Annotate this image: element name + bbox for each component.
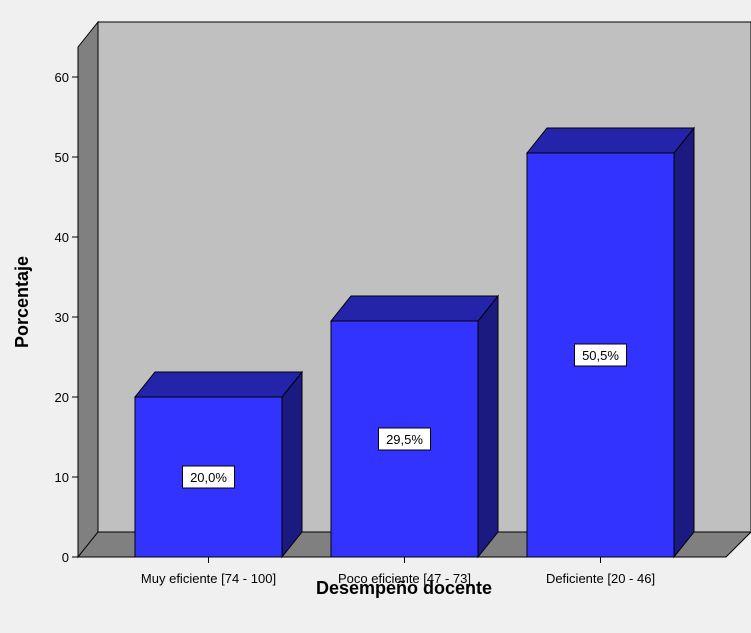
- bars-group: 20,0% 29,5% 50,5%: [133, 126, 696, 559]
- data-label-box: [378, 427, 431, 451]
- bar-top-face: [133, 371, 304, 398]
- bar-3: 50,5%: [525, 126, 696, 559]
- data-label: 20,0%: [190, 470, 227, 485]
- y-tick-label: 60: [55, 70, 69, 85]
- category-label: Poco eficiente [47 - 73]: [338, 571, 471, 586]
- y-axis-title: Porcentaje: [12, 256, 32, 348]
- y-tick-label: 10: [55, 470, 69, 485]
- bar-top-face: [329, 295, 500, 322]
- y-tick-label: 0: [62, 550, 69, 565]
- bar-1: 20,0%: [133, 370, 304, 559]
- category-labels: Muy eficiente [74 - 100] Poco eficiente […: [141, 557, 655, 586]
- bar-side-face: [673, 126, 695, 559]
- data-label-box: [574, 343, 627, 367]
- y-tick-label: 30: [55, 310, 69, 325]
- bar-2: 29,5%: [329, 294, 500, 559]
- category-label: Deficiente [20 - 46]: [546, 571, 655, 586]
- data-label-box: [182, 465, 235, 489]
- y-tick-label: 40: [55, 230, 69, 245]
- y-tick-label: 20: [55, 390, 69, 405]
- bar-side-face: [477, 294, 499, 559]
- data-label: 50,5%: [582, 348, 619, 363]
- category-label: Muy eficiente [74 - 100]: [141, 571, 276, 586]
- y-tick-label: 50: [55, 150, 69, 165]
- data-label: 29,5%: [386, 432, 423, 447]
- plot-left-wall: [77, 20, 99, 559]
- bar-side-face: [281, 370, 303, 559]
- y-axis-ticks: 0 10 20 30 40 50 60: [55, 70, 78, 565]
- bar-top-face: [525, 127, 696, 154]
- x-axis-title: Desempeño docente: [316, 578, 492, 598]
